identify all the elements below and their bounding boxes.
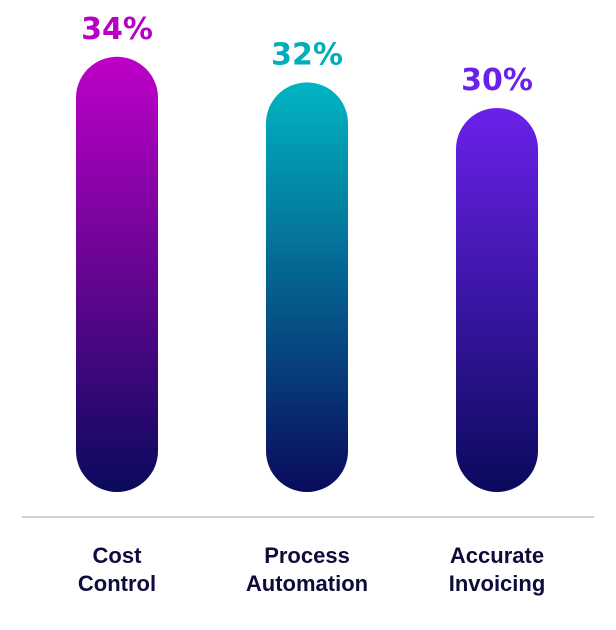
category-label-accurate-invoicing: Accurate Invoicing (449, 543, 546, 596)
category-label-line: Cost (93, 543, 143, 568)
value-labels-group: 34% 32% 30% (81, 12, 533, 98)
category-label-line: Invoicing (449, 571, 546, 596)
category-label-line: Process (264, 543, 350, 568)
category-label-line: Automation (246, 571, 368, 596)
category-labels-group: Cost Control Process Automation Accurate Invo… (78, 543, 545, 596)
value-label-cost-control: 34% (81, 12, 153, 47)
value-label-process-automation: 32% (271, 37, 343, 72)
value-label-accurate-invoicing: 30% (461, 63, 533, 98)
category-label-cost-control: Cost Control (78, 543, 156, 596)
category-label-line: Control (78, 571, 156, 596)
category-label-line: Accurate (450, 543, 544, 568)
category-label-process-automation: Process Automation (246, 543, 368, 596)
bar-process-automation (266, 82, 348, 493)
bars-group (76, 56, 538, 493)
bar-cost-control (76, 56, 158, 493)
bar-accurate-invoicing (456, 108, 538, 492)
